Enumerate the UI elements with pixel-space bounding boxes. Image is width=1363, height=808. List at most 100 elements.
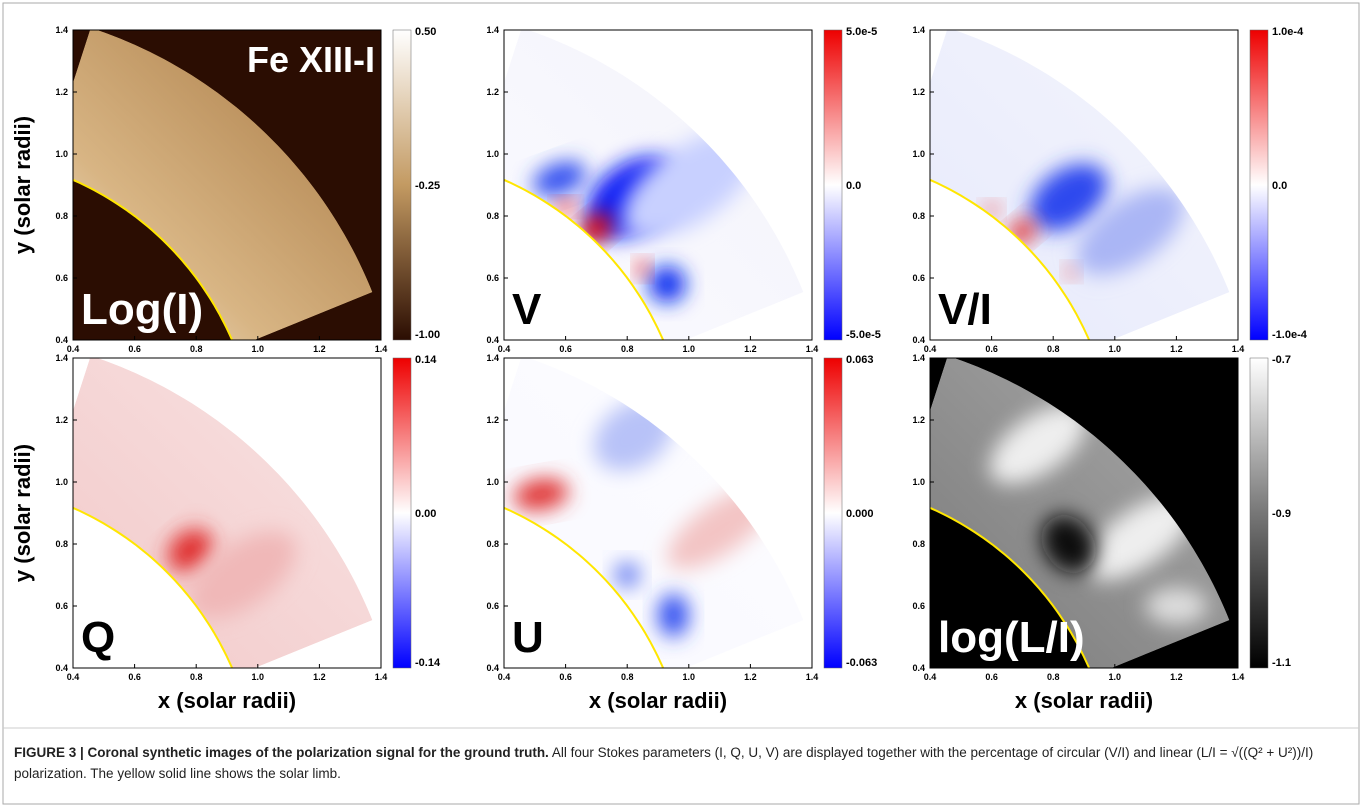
colorbar — [392, 29, 412, 341]
x-tick-label: 0.8 — [190, 344, 203, 354]
caption: FIGURE 3 | Coronal synthetic images of t… — [14, 742, 1344, 784]
y-tick-label: 0.8 — [55, 211, 68, 221]
colorbar-label: 0.00 — [415, 508, 436, 520]
plot-frame — [72, 357, 382, 669]
y-tick-label: 1.2 — [912, 87, 925, 97]
colorbar-label: -0.063 — [846, 657, 877, 669]
signal-region — [658, 593, 689, 637]
solar-limb — [930, 178, 1091, 340]
signal-region — [636, 260, 649, 277]
x-tick-label: 0.6 — [559, 344, 572, 354]
signal-region — [1029, 163, 1108, 232]
x-tick-label: 1.2 — [313, 344, 326, 354]
colorbar-label: 0.0 — [846, 180, 861, 192]
plot-frame — [72, 29, 382, 341]
solar-limb — [930, 506, 1091, 668]
x-tick-label: 0.6 — [559, 672, 572, 682]
signal-region — [1076, 187, 1184, 276]
x-tick-label: 0.6 — [128, 344, 141, 354]
plot-frame — [503, 29, 813, 341]
y-tick-label: 1.4 — [486, 353, 499, 363]
x-tick-label: 0.4 — [67, 672, 80, 682]
x-tick-label: 0.8 — [621, 344, 634, 354]
signal-region — [513, 478, 569, 511]
signal-region — [556, 200, 575, 213]
signal-region — [1086, 495, 1193, 580]
y-tick-label: 1.0 — [912, 477, 925, 487]
colorbar-label: 0.50 — [415, 26, 436, 38]
x-tick-label: 1.0 — [683, 344, 696, 354]
colorbar-label: 1.0e-4 — [1272, 26, 1304, 38]
x-tick-label: 1.2 — [1170, 672, 1183, 682]
x-tick-label: 0.4 — [498, 344, 511, 354]
colorbar-label: -0.7 — [1272, 354, 1291, 366]
panel-label: log(L/I) — [938, 613, 1085, 662]
y-tick-label: 0.6 — [912, 273, 925, 283]
solar-limb — [73, 506, 234, 668]
y-tick-label: 0.6 — [486, 601, 499, 611]
colorbar-label: -1.0e-4 — [1272, 329, 1308, 341]
x-tick-label: 1.4 — [806, 672, 819, 682]
x-tick-label: 0.6 — [985, 672, 998, 682]
panel-label: V — [512, 285, 542, 334]
signal-region — [532, 161, 587, 197]
signal-region — [614, 562, 640, 588]
panel-label: V/I — [938, 285, 992, 334]
y-tick-label: 0.4 — [912, 335, 925, 345]
sector-fill — [73, 30, 373, 340]
y-tick-label: 1.0 — [912, 149, 925, 159]
colorbar-label: 0.063 — [846, 354, 874, 366]
y-tick-label: 1.2 — [912, 415, 925, 425]
signal-region — [989, 405, 1086, 484]
y-tick-label: 0.4 — [55, 663, 68, 673]
y-axis-title: y (solar radii) — [10, 116, 35, 254]
y-tick-label: 1.4 — [55, 353, 68, 363]
colorbar-label: -0.14 — [415, 657, 441, 669]
sector — [930, 358, 1230, 668]
image — [930, 30, 1238, 340]
y-tick-label: 0.6 — [486, 273, 499, 283]
caption-heading: FIGURE 3 | Coronal synthetic images of t… — [14, 745, 549, 760]
x-tick-label: 0.8 — [1047, 672, 1060, 682]
signal-region — [188, 531, 296, 619]
y-tick-label: 0.8 — [486, 211, 499, 221]
colorbar-label: -0.9 — [1272, 508, 1291, 520]
sector — [930, 30, 1230, 340]
colorbar-label: 5.0e-5 — [846, 26, 877, 38]
y-tick-label: 0.8 — [912, 211, 925, 221]
sector-fill — [504, 358, 804, 668]
colorbar-label: 0.14 — [415, 354, 437, 366]
y-tick-label: 1.0 — [486, 477, 499, 487]
x-tick-label: 1.0 — [1109, 344, 1122, 354]
panel-label: Q — [81, 613, 115, 662]
caption-text: All four Stokes parameters (I, Q, U, V) … — [14, 745, 1314, 781]
colorbar — [1249, 29, 1269, 341]
x-tick-label: 0.8 — [190, 672, 203, 682]
x-axis-title: x (solar radii) — [589, 688, 727, 713]
solar-limb — [504, 178, 665, 340]
x-tick-label: 1.2 — [744, 672, 757, 682]
y-tick-label: 0.8 — [912, 539, 925, 549]
signal-region — [648, 265, 686, 303]
colorbar — [823, 29, 843, 341]
y-tick-label: 1.4 — [912, 353, 925, 363]
image — [504, 30, 812, 340]
x-tick-label: 1.2 — [744, 344, 757, 354]
plot-frame — [929, 357, 1239, 669]
plot-frame — [503, 357, 813, 669]
y-tick-label: 1.0 — [55, 477, 68, 487]
sector — [73, 358, 373, 668]
sector — [73, 30, 373, 340]
y-tick-label: 0.4 — [912, 663, 925, 673]
x-tick-label: 1.4 — [1232, 672, 1245, 682]
panel-title: Fe XIII-I — [247, 39, 375, 80]
x-tick-label: 0.8 — [1047, 344, 1060, 354]
y-tick-label: 1.0 — [55, 149, 68, 159]
x-axis-title: x (solar radii) — [158, 688, 296, 713]
solar-limb — [73, 178, 234, 340]
y-tick-label: 1.4 — [486, 25, 499, 35]
x-tick-label: 0.4 — [924, 344, 937, 354]
